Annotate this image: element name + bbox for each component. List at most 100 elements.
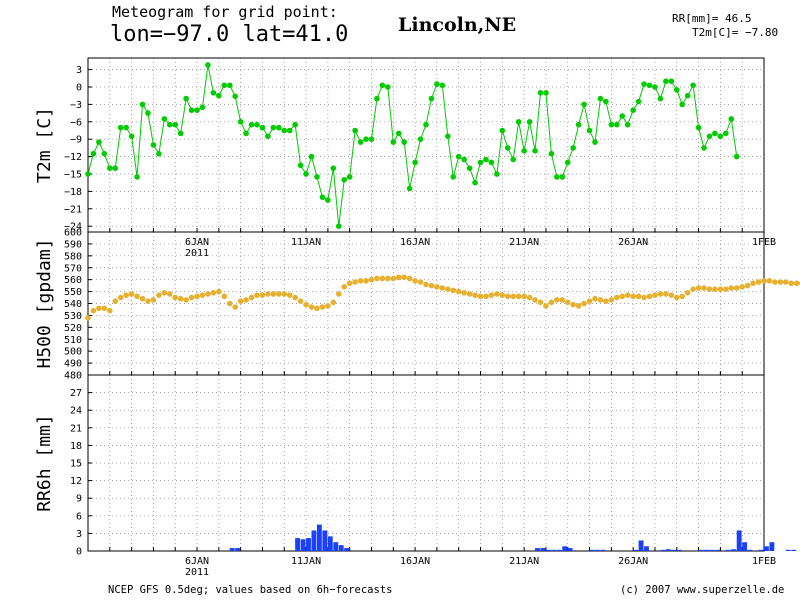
footer-copyright: (c) 2007 www.superzelle.de [620,584,785,596]
t2m-point [652,84,658,90]
x-tick-label: 21JAN [509,556,539,567]
h500-point [232,304,238,310]
t2m-point [712,130,718,137]
h500-point [123,292,129,298]
h500-point [374,275,380,282]
t2m-point [112,165,119,171]
t2m-point [226,82,233,89]
t2m-point [717,133,724,140]
t2m-point [559,174,566,180]
t2m-point [216,92,222,99]
t2m-point [515,119,522,125]
h500-point [254,292,260,298]
t2m-point [183,95,189,102]
h500-point [788,280,795,287]
h500-point [177,295,184,302]
rr-bar [589,549,595,551]
y-axis-label: T2m [C] [34,107,55,183]
y-tick-label: 21 [70,423,82,434]
h500-point [766,278,773,284]
h500-point [156,292,162,298]
y-tick-label: 9 [76,494,82,505]
y-tick-label: 510 [64,335,82,346]
h500-point [597,297,604,303]
rr-bar [600,549,606,551]
h500-point [635,293,642,300]
rr-bar [235,548,241,551]
header-rr-total: RR[mm]= 46.5 [672,12,752,25]
h500-point [346,280,353,287]
t2m-point [194,107,200,113]
t2m-point [581,101,587,108]
header-t2m-mean: T2m[C]= −7.80 [692,26,779,39]
t2m-point [276,124,282,131]
t2m-point [728,116,735,122]
h500-point [265,291,271,297]
rr-bar [747,549,753,551]
t2m-point [412,159,418,166]
t2m-point [548,150,555,157]
panel-frame [87,57,765,233]
t2m-point [592,139,598,145]
y-axis-label: RR6h [mm] [34,414,55,512]
t2m-point [461,156,467,163]
h500-point [684,289,691,296]
t2m-point [597,95,604,102]
t2m-point [335,223,342,229]
t2m-point [695,124,702,131]
h500-point [107,307,113,314]
t2m-point [385,84,391,90]
footer-source-note: NCEP GFS 0.5deg; values based on 6h−fore… [108,584,393,596]
t2m-point [510,156,517,163]
y-tick-label: −21 [64,204,82,215]
y-tick-label: 570 [64,263,82,274]
t2m-point [445,133,451,140]
h500-point [352,279,358,285]
rr-bar [671,549,677,551]
rr-bar [295,538,301,551]
t2m-point [156,150,162,157]
h500-point [205,291,211,297]
t2m-point [161,116,168,122]
t2m-point [368,136,375,142]
h500-point [461,289,467,296]
h500-point [216,288,222,295]
t2m-point [166,121,173,128]
h500-point [112,298,119,304]
t2m-point [107,165,113,171]
rr-bar [725,549,731,551]
rr-bar [322,530,328,551]
h500-point [401,274,407,281]
t2m-point [128,133,135,140]
t2m-point [428,95,435,102]
t2m-point [96,139,102,145]
h500-point [357,278,364,284]
rr-bar [731,549,737,551]
t2m-point [477,159,484,166]
h500-point [701,285,707,291]
t2m-point [646,82,653,89]
t2m-point [521,148,527,154]
t2m-point [319,194,326,200]
h500-point [494,291,500,297]
t2m-point [379,82,386,89]
h500-point [793,280,800,287]
t2m-point [237,119,244,125]
t2m-point [134,174,140,180]
h500-point [445,286,451,293]
t2m-point [657,95,664,102]
rr-bar [535,548,540,551]
t2m-point [608,121,615,128]
h500-point [210,289,217,296]
rr-bar [785,549,791,551]
t2m-point [390,139,397,145]
h500-point [330,299,337,306]
rr-bar [742,542,748,551]
h500-point [783,279,789,285]
t2m-point [210,90,217,96]
x-tick-label: 21JAN [509,237,539,248]
rr-bar [644,546,649,551]
h500-point [586,298,593,304]
h500-point [363,278,369,284]
h500-point [341,284,348,290]
